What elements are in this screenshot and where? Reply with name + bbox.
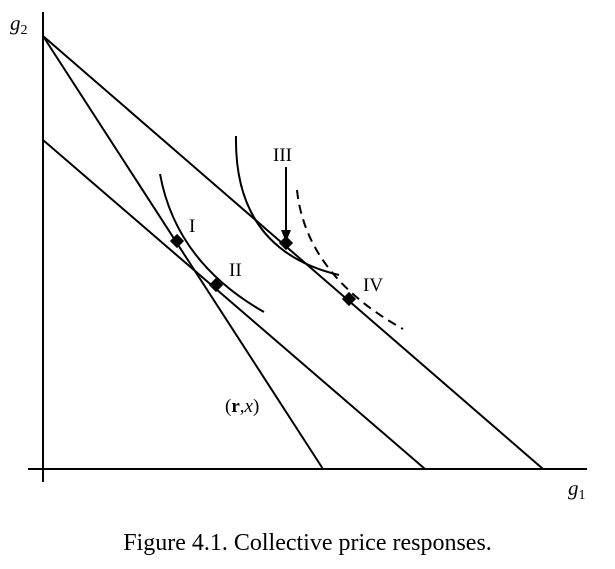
budget-line-label: (r,x)	[225, 396, 259, 417]
point-III-label: III	[273, 145, 292, 166]
point-I-label: I	[189, 216, 195, 237]
indifference-curve-dashed	[296, 189, 404, 330]
indifference-curve-high	[234, 135, 340, 276]
point-I-marker	[169, 233, 185, 249]
x-axis-label: g1	[568, 476, 586, 503]
budget-line-original	[42, 35, 324, 470]
y-axis-label: g2	[10, 11, 28, 38]
indifference-curve-low	[159, 173, 265, 313]
point-II-label: II	[229, 260, 242, 281]
point-IV-label: IV	[363, 275, 383, 296]
point-II-marker	[208, 277, 224, 293]
budget-line-outer	[42, 35, 544, 470]
point-III-marker	[278, 235, 294, 251]
point-IV-marker	[341, 291, 357, 307]
figure-caption: Figure 4.1. Collective price responses.	[123, 530, 492, 556]
budget-line-inner	[42, 139, 426, 470]
